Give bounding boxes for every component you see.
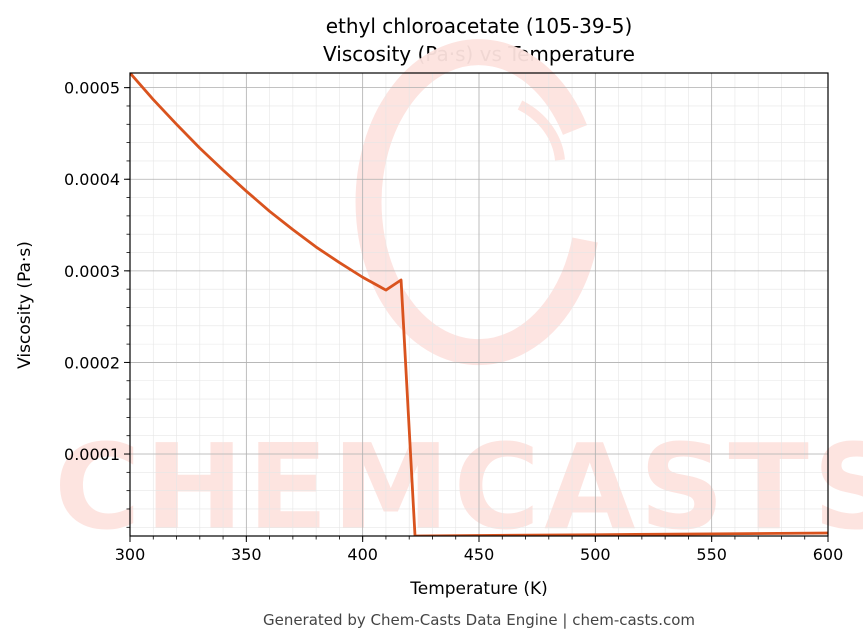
watermark-swirl-inner bbox=[517, 100, 565, 161]
y-tick-label: 0.0002 bbox=[64, 353, 120, 372]
y-tick-label: 0.0005 bbox=[64, 79, 120, 98]
x-tick-label: 600 bbox=[813, 545, 844, 564]
y-axis-label: Viscosity (Pa·s) bbox=[15, 241, 35, 369]
y-tick-label: 0.0004 bbox=[64, 170, 120, 189]
x-tick-label: 400 bbox=[347, 545, 378, 564]
x-axis-label: Temperature (K) bbox=[409, 579, 548, 599]
x-tick-label: 500 bbox=[580, 545, 611, 564]
x-tick-label: 350 bbox=[231, 545, 262, 564]
major-grid bbox=[129, 73, 829, 536]
footer-credit: Generated by Chem-Casts Data Engine | ch… bbox=[263, 611, 695, 629]
chart-title-line1: ethyl chloroacetate (105-39-5) bbox=[326, 14, 633, 38]
x-tick-label: 450 bbox=[464, 545, 495, 564]
x-tick-label: 300 bbox=[115, 545, 146, 564]
y-axis: 0.0001 0.0002 0.0003 0.0004 0.0005 bbox=[64, 79, 130, 528]
x-tick-label: 550 bbox=[696, 545, 727, 564]
x-axis: 300 350 400 450 500 550 600 bbox=[115, 536, 844, 564]
y-tick-label: 0.0003 bbox=[64, 262, 120, 281]
y-tick-label: 0.0001 bbox=[64, 445, 120, 464]
